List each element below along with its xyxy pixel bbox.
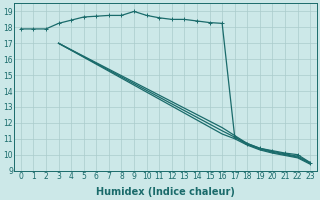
X-axis label: Humidex (Indice chaleur): Humidex (Indice chaleur) [96, 187, 235, 197]
